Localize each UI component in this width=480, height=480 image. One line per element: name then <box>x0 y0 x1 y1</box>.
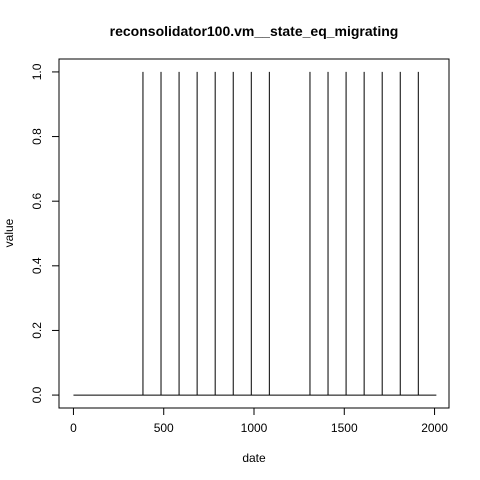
x-axis-label: date <box>242 451 266 465</box>
series-layer <box>73 71 437 396</box>
y-tick-label-5: 0.8 <box>30 128 44 145</box>
x-tick-label-5: 2000 <box>421 421 448 435</box>
y-tick-label-4: 0.6 <box>30 193 44 210</box>
chart-title: reconsolidator100.vm__state_eq_migrating <box>110 23 399 39</box>
x-tick-label-3: 1000 <box>241 421 268 435</box>
x-tick-label-1: 0 <box>70 421 77 435</box>
y-tick-label-1: 0.0 <box>30 386 44 403</box>
x-tick-label-4: 1500 <box>331 421 358 435</box>
y-tick-label-2: 0.2 <box>30 322 44 339</box>
y-axis: 0.0 0.2 0.4 0.6 0.8 1.0 <box>30 63 60 403</box>
y-tick-label-6: 1.0 <box>30 63 44 80</box>
y-tick-label-3: 0.4 <box>30 257 44 274</box>
x-axis: 0 500 1000 1500 2000 <box>70 407 448 435</box>
x-tick-label-2: 500 <box>154 421 174 435</box>
y-axis-label: value <box>2 218 16 247</box>
